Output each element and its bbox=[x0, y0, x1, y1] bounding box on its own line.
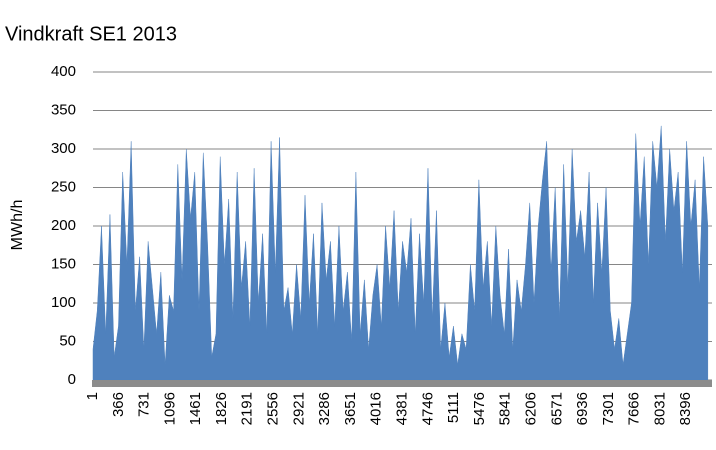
area bbox=[92, 125, 709, 381]
x-tick-label: 366 bbox=[110, 392, 127, 417]
x-tick-label: 5476 bbox=[471, 392, 488, 425]
x-tick-label: 1 bbox=[84, 392, 101, 400]
y-tick-label: 50 bbox=[59, 332, 76, 349]
x-tick-label: 7301 bbox=[600, 392, 617, 425]
x-tick-label: 3651 bbox=[342, 392, 359, 425]
x-tick-label: 6206 bbox=[522, 392, 539, 425]
x-tick-label: 8396 bbox=[677, 392, 694, 425]
x-tick-label: 5111 bbox=[445, 392, 462, 423]
x-tick-label: 1461 bbox=[187, 392, 204, 425]
x-tick-label: 2556 bbox=[265, 392, 282, 425]
x-tick-label: 6936 bbox=[574, 392, 591, 425]
y-tick-label: 200 bbox=[51, 217, 76, 234]
y-axis-label: MWh/h bbox=[9, 200, 26, 251]
x-tick-label: 4381 bbox=[394, 392, 411, 425]
x-tick-label: 2191 bbox=[239, 392, 256, 425]
x-tick-label: 8031 bbox=[651, 392, 668, 425]
x-tick-label: 7666 bbox=[626, 392, 643, 425]
y-tick-label: 250 bbox=[51, 178, 76, 195]
chart-title: Vindkraft SE1 2013 bbox=[5, 23, 177, 45]
x-tick-label: 3286 bbox=[316, 392, 333, 425]
x-tick-label: 1096 bbox=[161, 392, 178, 425]
x-tick-label: 1826 bbox=[213, 392, 230, 425]
y-tick-label: 150 bbox=[51, 255, 76, 272]
y-tick-label: 0 bbox=[68, 371, 76, 388]
y-tick-label: 100 bbox=[51, 294, 76, 311]
y-tick-label: 400 bbox=[51, 63, 76, 80]
axis-floor bbox=[92, 380, 712, 387]
x-tick-label: 5841 bbox=[497, 392, 514, 425]
x-tick-label: 2921 bbox=[290, 392, 307, 425]
x-tick-label: 6571 bbox=[548, 392, 565, 425]
y-tick-label: 300 bbox=[51, 140, 76, 157]
y-tick-label: 350 bbox=[51, 101, 76, 118]
x-tick-label: 731 bbox=[136, 392, 153, 417]
x-tick-label: 4016 bbox=[368, 392, 385, 425]
x-tick-label: 4746 bbox=[419, 392, 436, 425]
